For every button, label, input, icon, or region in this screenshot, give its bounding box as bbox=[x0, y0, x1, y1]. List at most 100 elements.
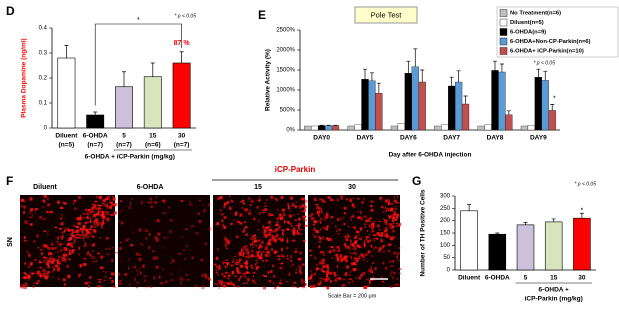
micrograph-speckle bbox=[279, 213, 282, 217]
micrograph-speckle bbox=[250, 254, 254, 258]
micrograph-speckle bbox=[221, 227, 225, 229]
micrograph-speckle bbox=[355, 235, 358, 237]
micrograph-speckle bbox=[257, 247, 259, 250]
micrograph-speckle bbox=[71, 250, 74, 254]
micrograph-speckle bbox=[59, 217, 62, 220]
micrograph-speckle bbox=[89, 219, 92, 223]
micrograph-speckle bbox=[251, 249, 253, 253]
micrograph-speckle bbox=[391, 216, 394, 221]
bar bbox=[491, 70, 499, 131]
micrograph-speckle bbox=[322, 251, 325, 253]
micrograph-speckle bbox=[105, 197, 109, 201]
micrograph-speckle bbox=[253, 236, 257, 240]
micrograph-speckle bbox=[331, 222, 333, 225]
micrograph-speckle bbox=[393, 272, 396, 274]
micrograph-speckle bbox=[258, 199, 261, 201]
micrograph-speckle bbox=[303, 218, 305, 221]
micrograph-speckle bbox=[85, 234, 87, 237]
bar bbox=[520, 125, 529, 131]
micrograph-speckle bbox=[82, 216, 85, 219]
micrograph-speckle bbox=[57, 251, 59, 253]
micrograph-speckle bbox=[268, 214, 271, 217]
micrograph-speckle bbox=[254, 264, 256, 267]
micrograph-speckle bbox=[74, 230, 78, 234]
micrograph-speckle bbox=[92, 203, 94, 206]
micrograph-speckle bbox=[239, 253, 243, 257]
micrograph-speckle bbox=[300, 271, 303, 275]
micrograph-speckle bbox=[23, 210, 25, 215]
micrograph-speckle bbox=[350, 255, 352, 260]
micrograph-speckle bbox=[299, 269, 301, 272]
micrograph-speckle bbox=[135, 286, 138, 289]
micrograph-speckle bbox=[274, 251, 279, 253]
micrograph-speckle bbox=[93, 223, 96, 225]
panel-letter: F bbox=[6, 174, 13, 188]
micrograph-speckle bbox=[98, 279, 102, 281]
micrograph-speckle bbox=[221, 282, 223, 286]
micrograph-speckle bbox=[75, 229, 79, 232]
micrograph-speckle bbox=[155, 238, 159, 242]
micrograph-speckle bbox=[204, 242, 208, 245]
x-tick-label: DAY0 bbox=[313, 135, 330, 142]
micrograph-speckle bbox=[360, 227, 362, 232]
micrograph-speckle bbox=[294, 219, 297, 222]
micrograph-speckle bbox=[48, 258, 52, 261]
micrograph-speckle bbox=[161, 268, 164, 271]
micrograph-speckle bbox=[232, 284, 235, 287]
micrograph-speckle bbox=[247, 212, 252, 216]
micrograph-speckle bbox=[189, 201, 191, 204]
micrograph-speckle bbox=[393, 217, 396, 219]
error-bar bbox=[369, 72, 374, 81]
micrograph-speckle bbox=[261, 245, 264, 248]
micrograph-speckle bbox=[57, 268, 60, 272]
micrograph-speckle bbox=[345, 245, 349, 249]
legend-swatch bbox=[499, 9, 508, 17]
bar bbox=[498, 71, 506, 131]
micrograph-speckle bbox=[371, 222, 375, 226]
micrograph-speckle bbox=[104, 276, 107, 278]
micrograph-speckle bbox=[243, 262, 245, 265]
micrograph-speckle bbox=[130, 244, 133, 247]
micrograph-speckle bbox=[128, 266, 130, 270]
micrograph-speckle bbox=[109, 197, 111, 201]
micrograph-speckle bbox=[399, 272, 401, 275]
micrograph-speckle bbox=[229, 206, 232, 211]
micrograph-speckle bbox=[101, 202, 105, 205]
micrograph-speckle bbox=[50, 260, 53, 264]
panel-letter: D bbox=[6, 4, 15, 18]
micrograph-speckle bbox=[106, 220, 110, 222]
micrograph-speckle bbox=[325, 264, 329, 268]
micrograph-speckle bbox=[367, 250, 371, 254]
micrograph-speckle bbox=[324, 279, 328, 283]
micrograph-speckle bbox=[268, 228, 273, 232]
micrograph-speckle bbox=[137, 253, 142, 256]
micrograph-speckle bbox=[95, 207, 98, 210]
micrograph-speckle bbox=[264, 208, 267, 212]
micrograph-speckle bbox=[239, 277, 242, 280]
micrograph-speckle bbox=[351, 264, 353, 266]
micrograph-speckle bbox=[220, 280, 224, 284]
legend-swatch bbox=[499, 18, 508, 27]
micrograph-speckle bbox=[148, 245, 151, 250]
micrograph-speckle bbox=[79, 235, 81, 239]
micrograph-speckle bbox=[36, 234, 39, 238]
micrograph-speckle bbox=[294, 219, 298, 221]
micrograph-speckle bbox=[357, 257, 361, 260]
micrograph-speckle bbox=[265, 259, 268, 261]
micrograph-speckle bbox=[95, 260, 97, 263]
micrograph-speckle bbox=[64, 229, 66, 232]
error-bar bbox=[456, 70, 461, 82]
micrograph-speckle bbox=[346, 265, 349, 269]
micrograph-speckle bbox=[385, 206, 387, 210]
micrograph-speckle bbox=[87, 250, 89, 254]
micrograph-speckle bbox=[81, 231, 84, 235]
micrograph-speckle bbox=[235, 262, 238, 265]
micrograph-speckle bbox=[265, 253, 269, 257]
micrograph-speckle bbox=[294, 230, 298, 234]
micrograph-speckle bbox=[390, 286, 393, 288]
micrograph-speckle bbox=[282, 255, 285, 258]
micrograph-speckle bbox=[393, 251, 396, 255]
micrograph-speckle bbox=[52, 270, 54, 273]
micrograph-speckle bbox=[333, 271, 336, 276]
y-axis-label: Relative Activity (%) bbox=[265, 49, 272, 111]
